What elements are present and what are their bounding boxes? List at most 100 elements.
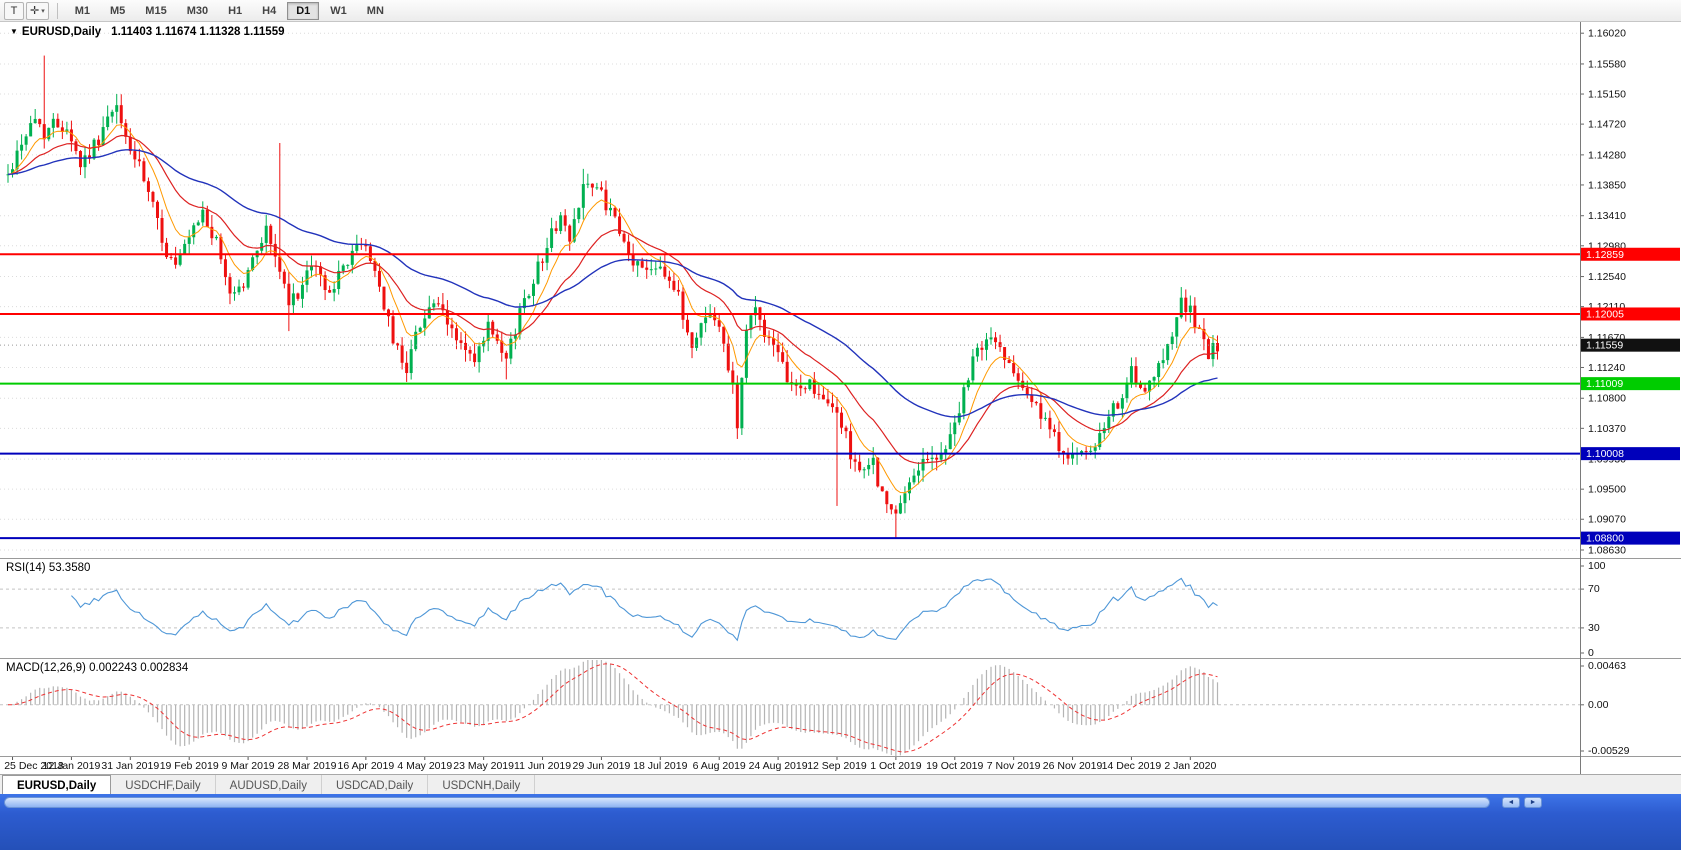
tab-usdchf-daily[interactable]: USDCHF,Daily (111, 775, 216, 794)
candlestick-series (6, 55, 1220, 539)
rsi-tick-label: 0 (1588, 647, 1594, 659)
timeframe-m15[interactable]: M15 (145, 4, 167, 17)
timeframe-group: M1 M5 M15 M30 H1 H4 D1 W1 MN (66, 1, 393, 20)
candle-body (772, 338, 776, 345)
candle-body (1107, 416, 1111, 429)
candle-body (627, 241, 631, 255)
tab-usdcad-daily[interactable]: USDCAD,Daily (322, 775, 429, 794)
candle-body (1084, 451, 1088, 453)
crosshair-button[interactable]: ✛ ▾ (26, 1, 49, 20)
candle-body (464, 342, 468, 350)
timeframe-h4[interactable]: H4 (262, 4, 277, 17)
candle-body (1039, 403, 1043, 419)
scrollbar-thumb[interactable] (4, 797, 1490, 808)
candle-body (165, 242, 169, 258)
price-badge-1.10008[interactable] (1581, 447, 1680, 461)
price-tick-label: 1.13850 (1588, 179, 1626, 191)
timeframe-m30[interactable]: M30 (186, 4, 209, 17)
scroll-right-button[interactable]: ► (1524, 797, 1542, 808)
candle-body (38, 118, 42, 125)
candle-body (373, 260, 377, 271)
date-tick-label: 2 Jan 2020 (1164, 760, 1216, 772)
macd-tick-label: 0.00 (1588, 699, 1609, 711)
candle-body (980, 347, 984, 350)
candle-body (586, 183, 590, 185)
price-tick-label: 1.13410 (1588, 210, 1626, 222)
candle-body (917, 470, 921, 476)
rsi-tick-label: 100 (1588, 560, 1606, 572)
price-badge-1.12005[interactable] (1581, 307, 1680, 321)
candle-body (1048, 417, 1052, 430)
timeframe-m1[interactable]: M1 (74, 4, 91, 17)
candle-body (753, 307, 757, 316)
tab-audusd-daily[interactable]: AUDUSD,Daily (216, 775, 322, 794)
scroll-left-button[interactable]: ◄ (1502, 797, 1520, 808)
date-tick-label: 6 Aug 2019 (693, 760, 746, 772)
candle-body (572, 219, 576, 242)
candle-body (840, 412, 844, 428)
candle-body (1175, 317, 1179, 337)
crosshair-icon: ✛ (30, 5, 40, 17)
candle-body (1089, 450, 1093, 452)
candle-body (1188, 305, 1192, 313)
candle-body (1216, 343, 1220, 352)
candle-body (998, 342, 1002, 348)
timeframe-h1[interactable]: H1 (228, 4, 243, 17)
tab-usdcnh-daily[interactable]: USDCNH,Daily (428, 775, 536, 794)
candle-body (672, 280, 676, 290)
candle-body (15, 150, 19, 170)
timeframe-w1[interactable]: W1 (330, 4, 347, 17)
candle-body (636, 261, 640, 266)
timeframe-d1[interactable]: D1 (287, 1, 320, 20)
candle-body (133, 151, 137, 160)
current-price-badge[interactable] (1581, 338, 1680, 352)
candle-body (78, 151, 82, 168)
macd-histogram (11, 660, 1219, 756)
candle-body (223, 259, 227, 278)
price-badge-1.08800[interactable] (1581, 531, 1680, 545)
price-badge-1.12859-label: 1.12859 (1586, 249, 1624, 261)
candle-body (382, 286, 386, 310)
candle-body (1152, 377, 1156, 381)
candle-body (867, 464, 871, 470)
candle-body (871, 457, 875, 465)
chart-canvas[interactable]: 1.16020 1.15580 1.15150 1.14720 1.14280 1.138… (0, 22, 1681, 774)
candle-body (695, 337, 699, 348)
candle-body (183, 243, 187, 254)
candle-body (531, 283, 535, 296)
macd-panel: 0.00463 0.00 -0.00529 (0, 660, 1630, 757)
tab-eurusd-daily[interactable]: EURUSD,Daily (2, 775, 112, 794)
candle-body (323, 275, 327, 291)
candle-body (178, 253, 182, 265)
price-badge-1.11009[interactable] (1581, 377, 1680, 391)
candle-body (799, 385, 803, 389)
price-grid (0, 32, 1580, 551)
timeframe-m5[interactable]: M5 (110, 4, 126, 17)
candle-body (300, 284, 304, 299)
price-badge-1.12859[interactable] (1581, 247, 1680, 261)
ma-line-8 (7, 124, 1218, 494)
timeframe-mn[interactable]: MN (366, 4, 384, 17)
candle-body (115, 105, 119, 112)
candle-body (454, 328, 458, 341)
candle-body (826, 399, 830, 404)
candle-body (581, 184, 585, 208)
candle-body (722, 326, 726, 344)
candle-body (319, 266, 323, 276)
price-axis: 1.16020 1.15580 1.15150 1.14720 1.14280 1.138… (1580, 28, 1680, 557)
candle-body (744, 329, 748, 378)
candle-body (282, 271, 286, 284)
ma-line-21 (7, 134, 1218, 464)
candle-body (418, 327, 422, 332)
chart-type-button[interactable]: T (4, 1, 24, 20)
candle-body (273, 243, 277, 257)
price-tick-label: 1.14720 (1588, 119, 1626, 131)
candle-body (51, 118, 55, 128)
candle-body (364, 244, 368, 247)
candle-body (137, 159, 141, 162)
candle-body (196, 222, 200, 226)
candle-body (269, 225, 273, 244)
candle-body (56, 118, 60, 128)
candle-body (391, 316, 395, 344)
candle-body (1052, 429, 1056, 433)
